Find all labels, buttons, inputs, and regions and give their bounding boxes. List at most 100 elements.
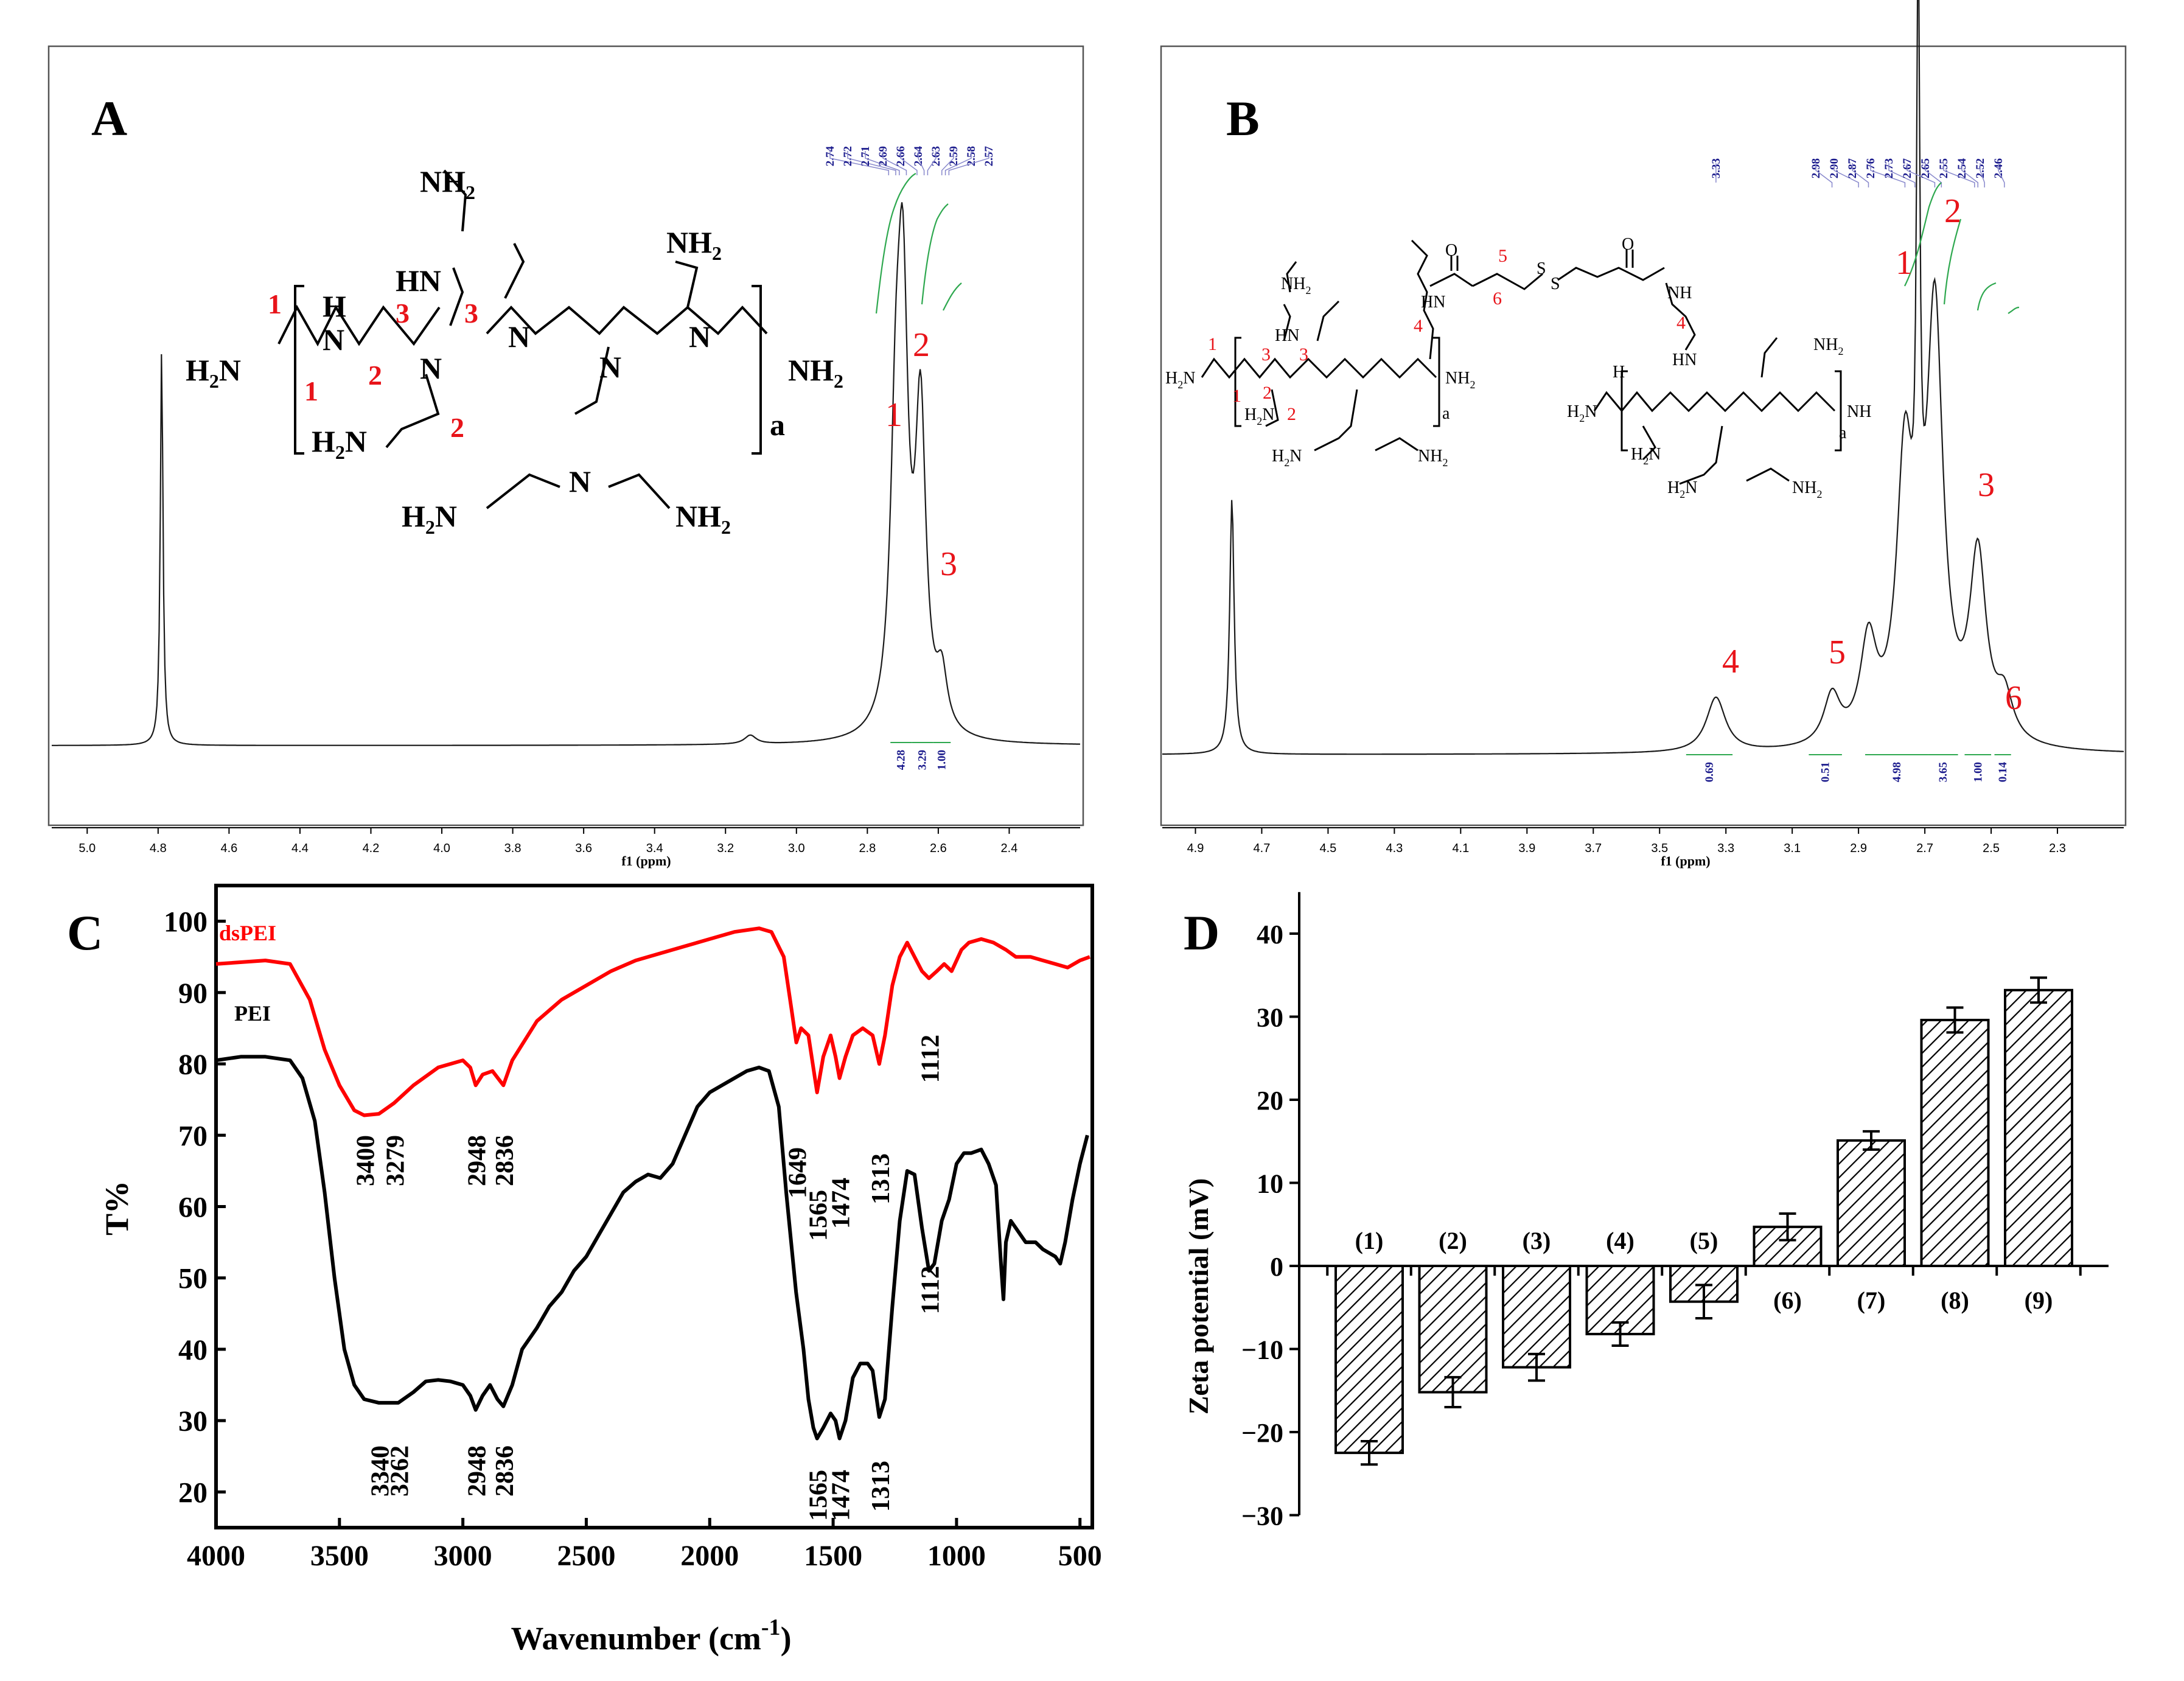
backbone-bond: [1201, 357, 1437, 379]
series-line-dspei: [215, 926, 1090, 1117]
integration-value: 0.69: [1703, 762, 1716, 782]
peak-leader: [918, 151, 925, 175]
band-label: 2948: [464, 1135, 492, 1186]
n-atom: N: [420, 351, 442, 385]
amine-group: NH: [1847, 402, 1871, 421]
amine-group: H2N: [312, 424, 367, 463]
branch-bond: [449, 267, 464, 326]
peak-leader: [941, 151, 954, 175]
peak-leader: [829, 151, 890, 175]
nh2-group: NH2: [666, 225, 722, 264]
carbonyl-oxygen: O: [1445, 241, 1457, 260]
y-tick-label: 70: [178, 1120, 208, 1152]
peak-leader: [1925, 163, 1942, 187]
nmr-panel-a: A 5.0 4.8 4.6 4.4 4.2 4.0 3.8 3.6 3.4 3.2 3.0 2.8 2.…: [47, 45, 1084, 868]
band-label: 1112: [916, 1035, 944, 1083]
structure-label: 4: [1676, 313, 1686, 333]
panel-c-letter: C: [67, 905, 103, 960]
branch-bond: [443, 169, 467, 232]
band-label: 1565: [805, 1470, 833, 1521]
peak-leader: [865, 151, 900, 175]
nh-atom: H: [323, 289, 346, 323]
peak-leader: [1907, 163, 1936, 187]
category-labels: (1) (2) (3) (4) (5) (6) (7) (8) (9): [1355, 1227, 2053, 1314]
integration-value: 0.51: [1819, 762, 1832, 782]
peak-leader: [882, 151, 907, 175]
amine-group: NH2: [1813, 335, 1843, 357]
integration-curve: [943, 282, 962, 311]
branch-bond: [1375, 437, 1418, 452]
x-tick-label: 4.3: [1386, 842, 1403, 855]
y-tick-label: 60: [178, 1192, 208, 1224]
signal-labels: 12 3: [885, 326, 957, 583]
amine-group: H2N: [1272, 447, 1302, 469]
spectrum-line: [1162, 0, 2124, 755]
amine-group: H2N: [1165, 369, 1195, 391]
branch-bond: [608, 473, 671, 509]
peak-leader: [927, 151, 937, 175]
category-label: (8): [1941, 1287, 1969, 1314]
x-axis-label: Wavenumber (cm-1): [511, 1615, 791, 1657]
x-tick-label: 4.6: [220, 842, 237, 855]
x-tick-label: 2000: [680, 1540, 739, 1572]
ftir-panel-c: C 4000 3500 3000 2500 2000 1500 1000 500 20 30 40 5…: [67, 884, 1102, 1657]
branch-bond: [385, 374, 440, 449]
x-axis-label: f1 (ppm): [621, 853, 671, 868]
peak-leader: [1943, 163, 1975, 187]
x-tick-label: 4.4: [291, 842, 309, 855]
x-axis: 4.9 4.7 4.5 4.3 4.1 3.9 3.7 3.5 3.3 3.1 2.9 2.7 2.5 2…: [1162, 827, 2124, 855]
signal-label: 3: [1978, 466, 1995, 504]
bar: [1418, 1265, 1488, 1394]
structure-label: 6: [1493, 288, 1502, 309]
x-tick-label: 2.7: [1916, 842, 1933, 855]
linker-bond: [1557, 267, 1665, 281]
band-label: 1112: [916, 1266, 944, 1314]
integration-value: 4.28: [895, 750, 908, 770]
peak-leader: [1980, 163, 1985, 187]
x-tick-label: 2.4: [1001, 842, 1018, 855]
x-tick-label: 4.0: [433, 842, 450, 855]
y-tick-label: 40: [178, 1334, 208, 1366]
spectrum: [1162, 0, 2124, 755]
band-label: 3279: [382, 1135, 410, 1186]
x-tick-label: 1500: [804, 1540, 862, 1572]
legend-dspei: dsPEI: [219, 921, 276, 945]
structure-label: 1: [268, 288, 282, 320]
carbonyl-bond: [1450, 256, 1459, 271]
branch-bond: [675, 260, 699, 308]
repeat-index: a: [1839, 424, 1847, 442]
category-label: (3): [1523, 1227, 1551, 1254]
n-atom: N: [599, 350, 621, 384]
peak-leader: [948, 151, 989, 175]
bracket: [1234, 337, 1241, 427]
band-label: 1313: [867, 1461, 895, 1512]
x-tick-label: 3.4: [646, 842, 663, 855]
y-tick-label: 100: [164, 906, 208, 938]
carbonyl-bond: [1625, 250, 1634, 268]
amine-group: NH2: [1792, 478, 1822, 500]
x-tick-label: 3.7: [1585, 842, 1602, 855]
series: [215, 926, 1090, 1441]
x-tick-label: 4.5: [1320, 842, 1337, 855]
y-tick-label: 0: [1270, 1252, 1283, 1282]
structure-label: 3: [1261, 344, 1271, 365]
band-label: 2948: [464, 1445, 492, 1497]
sulfur-atom: S: [1537, 259, 1546, 278]
spectrum-line: [52, 202, 1081, 746]
amine-group: H2N: [1631, 445, 1661, 467]
signal-label: 5: [1829, 634, 1846, 671]
structure-label: 1: [1232, 386, 1241, 406]
branch-bond: [486, 473, 560, 509]
structure-label: 2: [450, 412, 464, 443]
backbone-bond: [486, 306, 768, 335]
structure-label: 1: [1208, 334, 1217, 354]
amine-group: NH2: [1418, 447, 1448, 469]
panel-a-letter: A: [91, 91, 127, 146]
signal-label: 4: [1722, 643, 1739, 680]
x-tick-label: 2.8: [859, 842, 876, 855]
amine-group: H2N: [1567, 402, 1597, 424]
y-axis-label: T%: [99, 1181, 135, 1235]
signal-label: 2: [913, 326, 930, 364]
x-tick-label: 2.9: [1850, 842, 1867, 855]
band-label: 1474: [828, 1470, 856, 1521]
